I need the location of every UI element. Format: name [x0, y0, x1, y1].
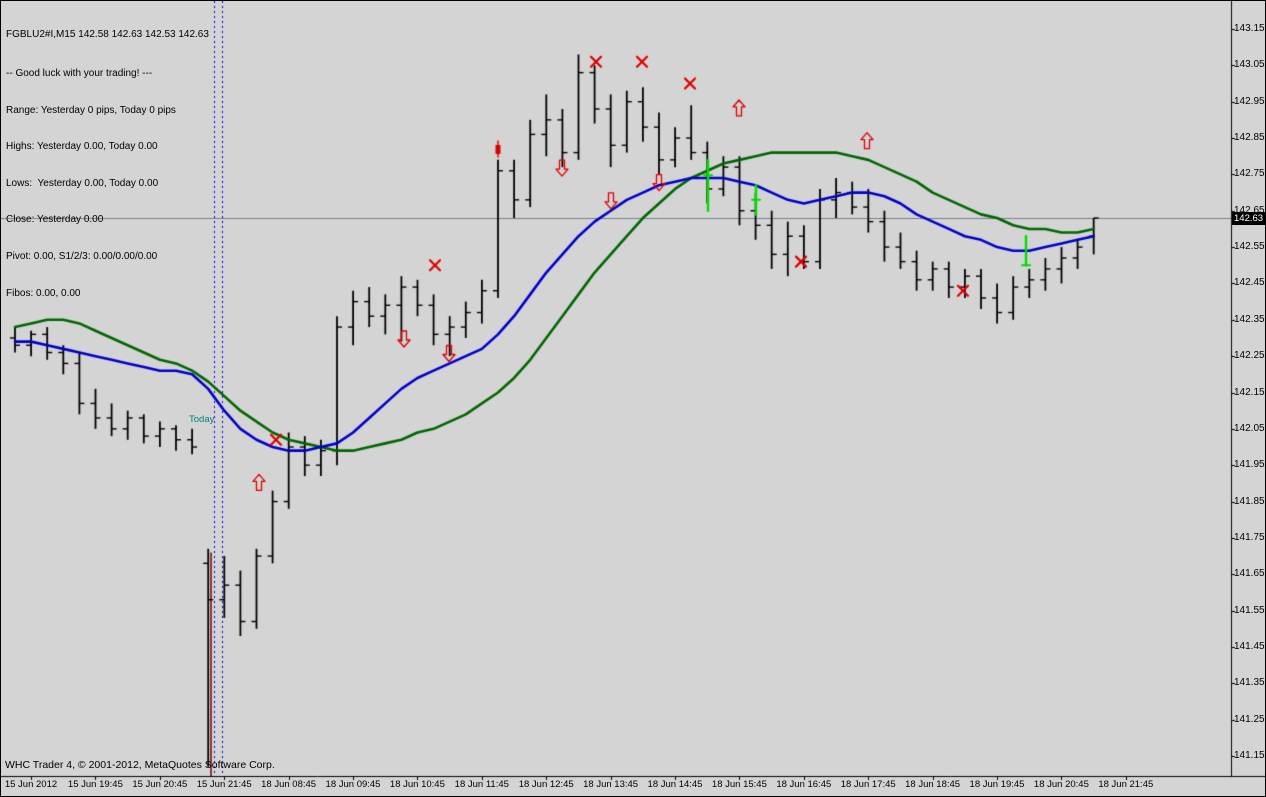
- chart-info-line: Close: Yesterday 0.00: [6, 214, 104, 226]
- time-axis-label: 18 Jun 15:45: [711, 779, 767, 790]
- time-axis-label: 18 Jun 18:45: [905, 779, 961, 790]
- price-axis-label: 141.45: [1234, 640, 1265, 652]
- time-axis-label: 18 Jun 08:45: [261, 779, 317, 790]
- price-axis-label: 141.35: [1234, 677, 1265, 689]
- price-axis-label: 141.75: [1234, 531, 1265, 543]
- time-axis-label: 18 Jun 11:45: [454, 779, 509, 790]
- current-price-badge: 142.63: [1232, 211, 1265, 225]
- chart-info-line: Pivot: 0.00, S1/2/3: 0.00/0.00/0.00: [6, 251, 158, 263]
- time-axis-label: 18 Jun 14:45: [647, 779, 703, 790]
- price-axis-label: 141.25: [1234, 713, 1265, 725]
- time-axis-label: 18 Jun 16:45: [776, 779, 832, 790]
- time-axis-label: 15 Jun 21:45: [196, 779, 252, 790]
- price-axis-label: 142.95: [1234, 95, 1265, 107]
- price-axis-label: 141.65: [1234, 568, 1265, 580]
- chart-info-line: Highs: Yesterday 0.00, Today 0.00: [6, 141, 158, 153]
- price-axis-label: 142.85: [1234, 132, 1265, 144]
- price-axis-label: 142.25: [1234, 350, 1265, 362]
- price-axis-label: 141.95: [1234, 459, 1265, 471]
- time-axis-label: 15 Jun 20:45: [132, 779, 188, 790]
- price-axis-label: 142.05: [1234, 422, 1265, 434]
- time-axis-label: 18 Jun 12:45: [518, 779, 574, 790]
- time-axis-label: 18 Jun 19:45: [969, 779, 1025, 790]
- price-axis-label: 142.15: [1234, 386, 1265, 398]
- price-axis-label: 143.05: [1234, 59, 1265, 71]
- copyright-text: WHC Trader 4, © 2001-2012, MetaQuotes So…: [5, 759, 275, 771]
- chart-info-panel: FGBLU2#I,M15 142.58 142.63 142.53 142.63…: [6, 5, 209, 324]
- price-axis-label: 142.55: [1234, 241, 1265, 253]
- chart-info-line: Fibos: 0.00, 0.00: [6, 287, 81, 299]
- price-axis-label: 142.35: [1234, 313, 1265, 325]
- price-axis-label: 143.15: [1234, 23, 1265, 34]
- chart-info-line: Lows: Yesterday 0.00, Today 0.00: [6, 177, 159, 189]
- price-axis-label: 142.45: [1234, 277, 1265, 289]
- chart-info-line: -- Good luck with your trading! ---: [6, 68, 153, 80]
- chart-info-line: Range: Yesterday 0 pips, Today 0 pips: [6, 104, 176, 116]
- price-axis[interactable]: 143.15 143.05 142.95 142.85 142.75 142.65 142.…: [1234, 1, 1265, 776]
- price-axis-label: 142.75: [1234, 168, 1265, 180]
- chart-ohlc-readout: FGBLU2#I,M15 142.58 142.63 142.53 142.63: [6, 29, 209, 41]
- price-axis-label: 142.65: [1234, 204, 1265, 216]
- price-axis-label: 141.15: [1234, 750, 1265, 761]
- time-axis-label: 18 Jun 13:45: [583, 779, 639, 790]
- time-axis-label: 18 Jun 10:45: [389, 779, 445, 790]
- time-axis-label: 18 Jun 09:45: [325, 779, 381, 790]
- time-axis-label: 18 Jun 17:45: [840, 779, 896, 790]
- price-axis-label: 141.85: [1234, 495, 1265, 507]
- time-axis-label: 15 Jun 2012: [4, 779, 58, 790]
- time-axis-label: 18 Jun 20:45: [1033, 779, 1089, 790]
- today-session-label: Today: [189, 414, 215, 425]
- time-axis-label: 15 Jun 19:45: [67, 779, 123, 790]
- price-axis-label: 141.55: [1234, 604, 1265, 616]
- time-axis[interactable]: 15 Jun 2012 15 Jun 19:45 15 Jun 20:45 15 Ju…: [1, 779, 1233, 796]
- time-axis-label: 18 Jun 21:45: [1098, 779, 1154, 790]
